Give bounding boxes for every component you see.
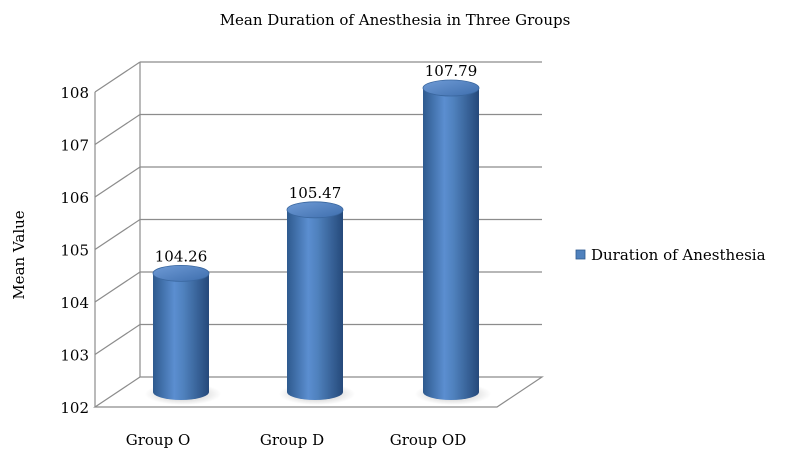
bar-top — [152, 264, 210, 282]
bar: 107.79 — [415, 62, 491, 405]
x-axis-ticks: Group O Group D Group OD — [126, 431, 467, 449]
data-label: 104.26 — [155, 247, 208, 265]
gridline-side — [94, 219, 141, 250]
y-tick-label: 104 — [60, 294, 89, 312]
x-tick-label: Group D — [260, 431, 324, 449]
gridline-side — [94, 271, 141, 303]
bar-body — [153, 273, 209, 400]
legend: Duration of Anesthesia — [575, 246, 766, 264]
x-tick-label: Group O — [126, 431, 191, 449]
y-axis-ticks: 102 103 104 105 106 107 108 — [60, 84, 89, 417]
bars: 104.26 105.47 107.79 — [145, 62, 491, 405]
y-tick-label: 102 — [60, 399, 89, 417]
y-axis-label: Mean Value — [10, 210, 28, 299]
bar-top — [422, 79, 480, 97]
bar: 105.47 — [279, 184, 355, 405]
bar-body — [287, 209, 343, 400]
bar: 104.26 — [145, 247, 221, 405]
gridline-side — [94, 114, 141, 145]
x-tick-label: Group OD — [390, 431, 467, 449]
gridline-side — [94, 61, 141, 93]
chart-title: Mean Duration of Anesthesia in Three Gro… — [220, 11, 571, 29]
data-label: 107.79 — [425, 62, 478, 80]
bar-body — [423, 88, 479, 401]
y-tick-label: 107 — [60, 137, 89, 155]
gridline-side — [94, 166, 141, 198]
y-tick-label: 105 — [60, 242, 89, 260]
bar-top — [286, 201, 344, 219]
y-tick-label: 103 — [60, 347, 89, 365]
legend-label: Duration of Anesthesia — [591, 246, 766, 264]
y-tick-label: 106 — [60, 189, 89, 207]
legend-swatch — [575, 249, 586, 260]
data-label: 105.47 — [289, 184, 342, 202]
gridline-side — [94, 324, 141, 355]
y-tick-label: 108 — [60, 84, 89, 102]
